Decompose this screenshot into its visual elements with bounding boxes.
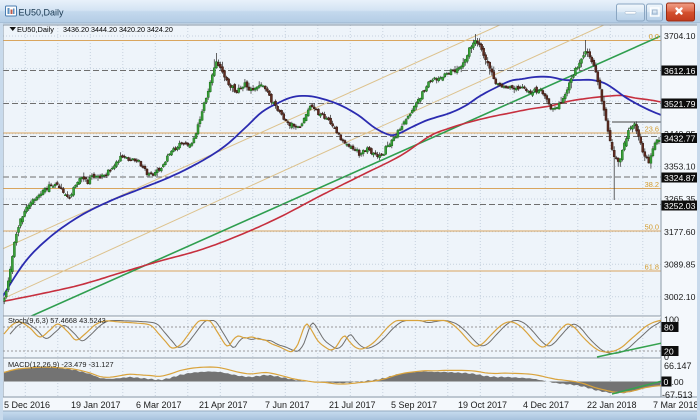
svg-text:3436.20 3444.20 3420.20 3424.2: 3436.20 3444.20 3420.20 3424.20 [63, 25, 173, 34]
svg-text:.00: .00 [672, 377, 684, 387]
svg-text:3704.10: 3704.10 [664, 31, 696, 41]
svg-text:19 Oct 2017: 19 Oct 2017 [458, 400, 507, 410]
svg-text:3612.16: 3612.16 [664, 66, 696, 76]
svg-text:3089.85: 3089.85 [664, 259, 696, 269]
svg-text:22 Jan 2018: 22 Jan 2018 [587, 400, 637, 410]
svg-text:61.8: 61.8 [645, 263, 659, 272]
svg-text:0.0: 0.0 [649, 32, 659, 41]
svg-text:3265.35: 3265.35 [664, 194, 696, 204]
svg-text:3002.10: 3002.10 [664, 292, 696, 302]
svg-text:21 Apr 2017: 21 Apr 2017 [199, 400, 248, 410]
svg-text:0: 0 [664, 352, 669, 362]
svg-text:EU50,Daily: EU50,Daily [19, 8, 65, 18]
svg-text:3177.60: 3177.60 [664, 227, 696, 237]
svg-text:7 Mar 2018: 7 Mar 2018 [653, 400, 699, 410]
svg-text:7 Jun 2017: 7 Jun 2017 [265, 400, 310, 410]
svg-text:100: 100 [664, 315, 679, 325]
svg-text:4 Dec 2017: 4 Dec 2017 [523, 400, 569, 410]
svg-text:19 Jan 2017: 19 Jan 2017 [71, 400, 121, 410]
svg-text:-67.513: -67.513 [662, 390, 693, 400]
svg-text:5 Dec 2016: 5 Dec 2016 [4, 400, 50, 410]
svg-text:20: 20 [664, 346, 674, 356]
svg-text:3252.03: 3252.03 [664, 201, 696, 211]
svg-text:5 Sep 2017: 5 Sep 2017 [391, 400, 437, 410]
svg-text:38.2: 38.2 [645, 180, 659, 189]
svg-text:23.6: 23.6 [645, 125, 659, 134]
svg-text:3521.79: 3521.79 [664, 99, 696, 109]
svg-text:3432.77: 3432.77 [664, 133, 696, 143]
svg-text:50.0: 50.0 [645, 223, 659, 232]
svg-text:21 Jul 2017: 21 Jul 2017 [329, 400, 376, 410]
svg-text:0: 0 [664, 377, 669, 387]
svg-text:66.147: 66.147 [664, 361, 692, 371]
svg-text:MACD(12,26,9) -23.479 -31.127: MACD(12,26,9) -23.479 -31.127 [8, 360, 114, 369]
svg-text:3353.10: 3353.10 [664, 162, 696, 172]
svg-text:6 Mar 2017: 6 Mar 2017 [136, 400, 182, 410]
svg-text:80: 80 [664, 322, 674, 332]
svg-text:EU50,Daily: EU50,Daily [17, 25, 54, 34]
svg-text:Stoch(9,6,3) 57.4668 43.5243: Stoch(9,6,3) 57.4668 43.5243 [8, 316, 106, 325]
svg-text:3324.87: 3324.87 [664, 173, 696, 183]
